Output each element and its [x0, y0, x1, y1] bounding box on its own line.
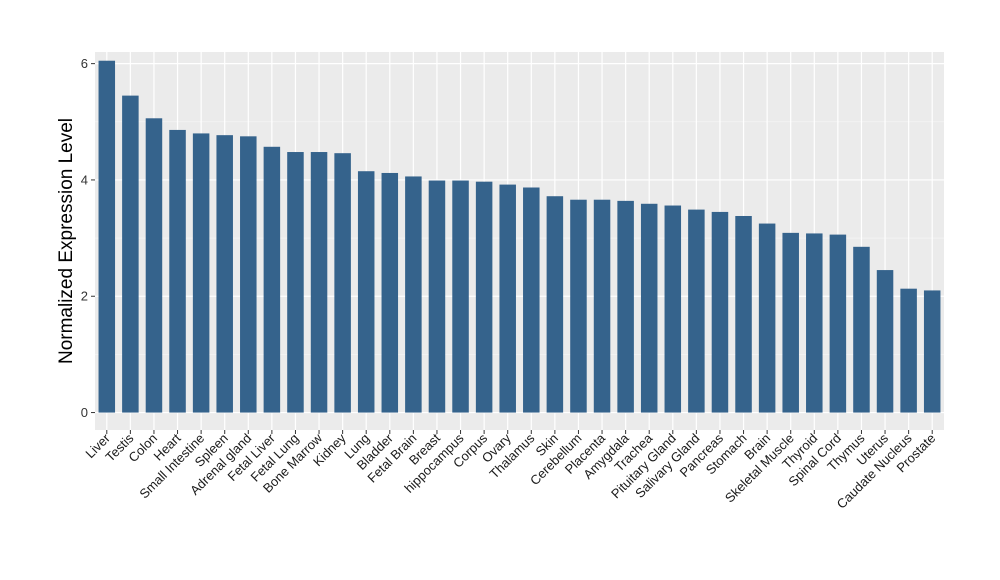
- bar: [688, 209, 705, 413]
- bar: [145, 118, 163, 413]
- y-tick-label: 6: [81, 56, 88, 71]
- bar: [546, 196, 564, 413]
- y-axis-title: Normalized Expression Level: [56, 118, 77, 364]
- y-tick-label: 0: [81, 405, 88, 420]
- bar: [853, 246, 870, 413]
- bar: [192, 133, 210, 413]
- bar: [334, 153, 351, 413]
- bar: [900, 288, 917, 413]
- bar: [405, 176, 422, 413]
- bar: [735, 215, 752, 413]
- bar: [240, 136, 257, 413]
- bars: [98, 60, 941, 413]
- bar: [263, 146, 281, 413]
- bar: [617, 200, 634, 413]
- bar: [640, 203, 658, 413]
- bar: [876, 270, 894, 413]
- bar: [499, 184, 516, 413]
- bar: [664, 205, 682, 413]
- bar: [829, 234, 847, 413]
- bar: [523, 187, 540, 413]
- bar: [98, 60, 116, 413]
- bar: [381, 172, 399, 413]
- y-axis: 0 2 4 6: [81, 56, 95, 420]
- bar: [216, 135, 233, 413]
- bar: [357, 171, 375, 413]
- bar: [758, 223, 776, 413]
- bar: [287, 152, 304, 413]
- bar: [782, 232, 799, 413]
- bar: [593, 199, 611, 413]
- y-tick-label: 4: [81, 172, 88, 187]
- bar: [806, 233, 823, 413]
- plot-panel: [95, 52, 944, 430]
- bar: [711, 211, 729, 413]
- bar: [169, 129, 186, 413]
- bar: [570, 199, 587, 413]
- bar: [428, 180, 446, 413]
- bar: [310, 152, 328, 413]
- bar: [475, 181, 493, 413]
- bar: [923, 290, 941, 413]
- bar: [122, 95, 139, 413]
- y-tick-label: 2: [81, 289, 88, 304]
- bar: [452, 180, 469, 413]
